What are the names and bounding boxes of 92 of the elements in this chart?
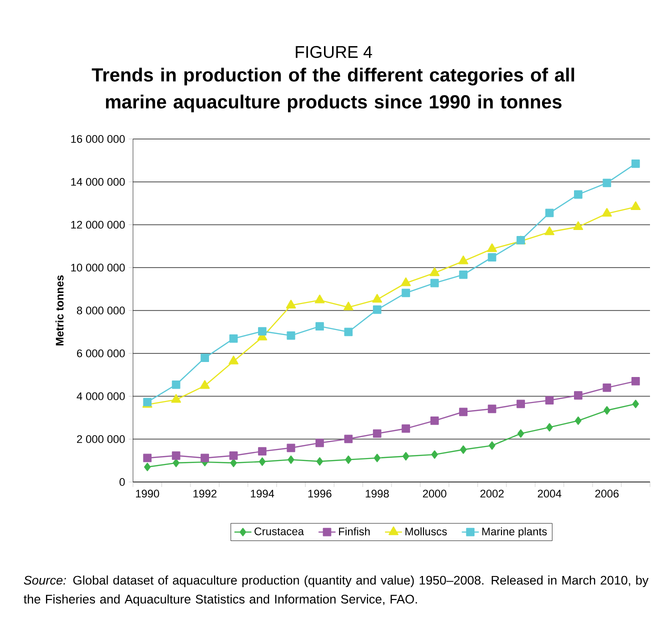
point — [344, 328, 353, 336]
x-tick-label: 2006 — [595, 490, 619, 498]
chart-subtitle: Trends in production of the different categories of all marine aquaculture products since 1990 in tonnes — [92, 68, 574, 112]
y-tick-label: 12 000 000 — [71, 220, 125, 229]
point — [545, 208, 554, 218]
point — [546, 423, 553, 432]
legend-label: Molluscs — [406, 527, 447, 536]
point — [402, 452, 410, 460]
point — [372, 305, 382, 314]
point — [402, 288, 410, 298]
point — [458, 256, 468, 264]
x-tick-label: 2002 — [480, 490, 504, 498]
point — [372, 429, 382, 438]
x-tick-label: 1998 — [366, 490, 389, 498]
point — [344, 434, 353, 444]
point — [400, 277, 411, 286]
y-tick-label: 14 000 000 — [71, 178, 125, 186]
legend-label: Marine plants — [482, 527, 547, 538]
point — [286, 300, 296, 308]
point — [460, 445, 467, 454]
point — [488, 441, 496, 450]
point — [372, 294, 382, 303]
point — [286, 331, 296, 340]
point — [316, 457, 323, 466]
point — [345, 455, 352, 464]
point — [200, 354, 210, 362]
point — [630, 201, 641, 210]
legend-label: Finfish — [339, 527, 370, 536]
point — [144, 462, 151, 472]
point — [631, 159, 640, 168]
point — [288, 455, 294, 464]
point — [316, 438, 324, 448]
point — [602, 383, 612, 392]
point — [228, 356, 238, 364]
y-tick-label: 10 000 000 — [71, 264, 125, 272]
x-tick-label: 1990 — [136, 490, 160, 498]
point — [631, 377, 640, 386]
y-tick-label: 2 000 000 — [77, 435, 125, 443]
y-tick-label: 16 000 000 — [71, 135, 125, 143]
point — [374, 454, 380, 462]
point — [200, 380, 210, 389]
y-tick-label: 8 000 000 — [76, 306, 125, 314]
point — [430, 416, 439, 425]
point — [632, 400, 639, 408]
x-tick-label: 2000 — [422, 490, 446, 498]
x-tick-label: 2004 — [538, 490, 562, 498]
point — [430, 267, 440, 276]
point — [230, 458, 237, 468]
y-tick-label: 6 000 000 — [77, 349, 125, 358]
point — [517, 429, 524, 438]
y-axis-title: Metric tonnes — [56, 275, 64, 346]
x-tick-label: 1992 — [193, 490, 216, 498]
point — [573, 221, 584, 230]
point — [229, 334, 238, 343]
point — [544, 226, 554, 236]
legend-label: Crustacea — [254, 527, 304, 536]
x-tick-label: 1996 — [308, 490, 332, 498]
point — [343, 302, 354, 310]
point — [200, 454, 210, 462]
y-tick-label: 0 — [120, 478, 125, 486]
point — [286, 444, 296, 452]
point — [171, 394, 182, 403]
point — [488, 404, 496, 414]
x-tick-label: 1994 — [250, 490, 274, 498]
point — [545, 396, 554, 405]
point — [258, 457, 266, 466]
text: Source: Global dataset of aquaculture production (quantity and value) 1950–2008. Released in March 2010, by the Fisheries and Aquaculture Statistics and Information Service, FAO. — [24, 576, 649, 606]
point — [229, 451, 238, 460]
point — [574, 391, 582, 400]
chart-title: FIGURE 4 — [296, 46, 372, 58]
point — [487, 243, 497, 252]
point — [574, 416, 582, 425]
point — [488, 253, 496, 262]
point — [314, 294, 325, 304]
point — [574, 190, 582, 199]
point — [459, 408, 468, 416]
point — [143, 454, 152, 462]
point — [316, 322, 324, 331]
point — [459, 270, 468, 279]
point — [172, 451, 180, 460]
point — [431, 450, 438, 459]
point — [430, 278, 439, 288]
point — [604, 406, 610, 415]
point — [172, 380, 180, 389]
point — [258, 447, 266, 456]
point — [602, 178, 612, 188]
point — [602, 208, 612, 217]
point — [402, 424, 410, 433]
point — [516, 400, 525, 408]
point — [258, 327, 266, 336]
y-tick-label: 4 000 000 — [76, 392, 125, 400]
point — [172, 458, 180, 468]
